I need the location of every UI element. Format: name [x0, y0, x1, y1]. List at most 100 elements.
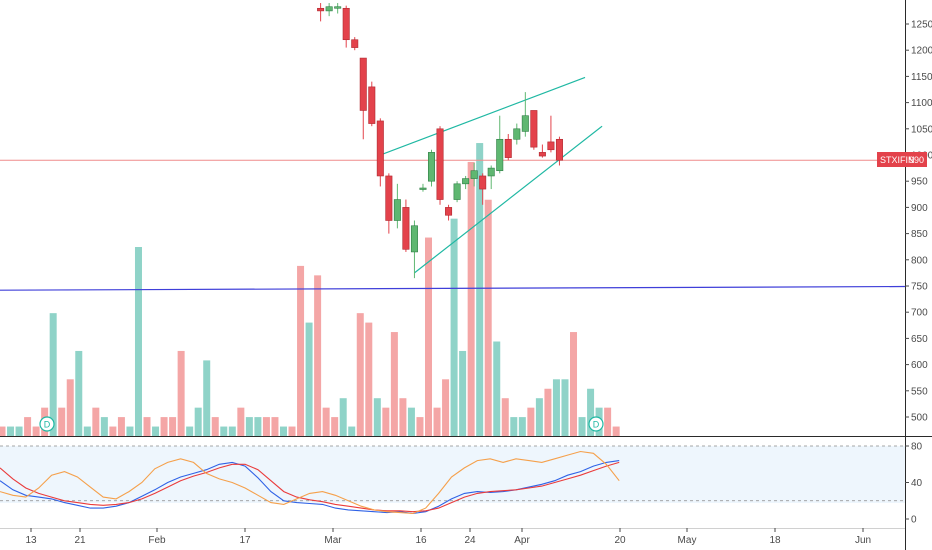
oscillator-lines	[0, 450, 620, 515]
volume-bar	[305, 322, 313, 436]
trendline[interactable]	[380, 76, 586, 156]
volume-bar	[83, 426, 91, 436]
volume-bar	[331, 417, 339, 436]
price-tick-label: 750	[911, 282, 928, 293]
dividend-marker[interactable]: D	[588, 416, 604, 432]
volume-bar	[604, 407, 612, 436]
volume-bar	[570, 332, 578, 436]
dividend-marker-label: D	[44, 420, 51, 430]
time-tick-label: 13	[25, 535, 37, 546]
candle-body	[325, 6, 333, 12]
volume-bar	[356, 313, 364, 436]
drawings[interactable]	[0, 76, 906, 291]
volume-bar	[75, 350, 83, 436]
volume-bar	[297, 265, 305, 436]
candle	[436, 126, 444, 205]
time-tick-label: Jun	[855, 535, 871, 546]
candle-body	[410, 225, 418, 253]
price-tick-label: 500	[911, 413, 928, 424]
volume-bar	[544, 388, 552, 436]
volume-bar	[399, 398, 407, 436]
candle	[427, 149, 435, 187]
candle-body	[334, 6, 342, 9]
candle	[385, 173, 393, 234]
time-tick-label: 16	[415, 535, 427, 546]
price-tick-label: 950	[911, 177, 928, 188]
oscillator-band-fill	[0, 446, 905, 503]
volume-bar	[535, 398, 543, 436]
volume-bar	[527, 407, 535, 436]
volume-bar	[339, 398, 347, 436]
candle-body	[453, 183, 461, 200]
volume-bar	[484, 199, 492, 436]
oscillator-axis[interactable]: 80 40 0	[905, 442, 923, 526]
candle-body	[513, 128, 521, 140]
volume-bar	[373, 398, 381, 436]
volume-bar	[7, 426, 15, 436]
volume-bar	[160, 417, 168, 436]
candle-body	[393, 199, 401, 221]
price-tick-label: 1100	[911, 98, 932, 109]
time-tick-label: 17	[239, 535, 251, 546]
volume-bar	[109, 426, 117, 436]
volume-bar	[322, 407, 330, 436]
volume-bar	[0, 426, 6, 436]
volume-bar	[152, 426, 160, 436]
volume-bar	[220, 426, 228, 436]
volume-bar	[552, 379, 560, 436]
price-tick-label: 800	[911, 255, 928, 266]
time-axis[interactable]: 13 21 Feb 17 Mar 16 24 Apr 20 May 18 Jun	[25, 528, 871, 546]
candle	[351, 37, 359, 51]
candle	[530, 110, 538, 150]
volume-bar	[271, 417, 279, 436]
price-axis[interactable]: 1250120011501100105010009509008508007507…	[905, 20, 932, 424]
candle-body	[479, 175, 487, 190]
volume-bar	[442, 379, 450, 436]
volume-bar	[203, 360, 211, 436]
horizontal-line[interactable]	[0, 285, 906, 291]
candle	[479, 173, 487, 205]
volume-bar	[58, 407, 66, 436]
candle-body	[317, 7, 325, 12]
price-tick-label: 700	[911, 308, 928, 319]
price-tick-label: 1050	[911, 124, 932, 135]
candle	[470, 162, 478, 187]
candle	[521, 92, 529, 137]
candle	[453, 181, 461, 203]
last-price-tag-value: 990	[909, 155, 924, 165]
price-tick-label: 850	[911, 229, 928, 240]
candle-body	[368, 86, 376, 124]
last-price-tag-symbol: STXIFIN	[880, 155, 915, 165]
price-tick-label: 650	[911, 334, 928, 345]
volume-bar	[169, 417, 177, 436]
candle	[325, 3, 333, 17]
volume-bar	[92, 407, 100, 436]
volume-bar	[501, 398, 509, 436]
dividend-marker[interactable]: D	[39, 416, 55, 432]
dividend-marker-label: D	[593, 420, 600, 430]
volume-bar	[245, 417, 253, 436]
volume-bar	[237, 407, 245, 436]
candle-body	[436, 128, 444, 200]
time-tick-label: Apr	[514, 535, 530, 546]
volume-bar	[314, 275, 322, 436]
candle-body	[376, 120, 384, 177]
oscillator-levels	[0, 445, 905, 502]
candle-body	[538, 152, 546, 157]
candle	[487, 165, 495, 190]
volume-bars	[0, 143, 620, 437]
oscillator-tick-label: 80	[911, 442, 923, 453]
volume-bar	[348, 426, 356, 436]
trendline[interactable]	[414, 125, 603, 274]
volume-bar	[177, 350, 185, 436]
candle-body	[487, 167, 495, 177]
candle-body	[530, 110, 538, 148]
volume-bar	[262, 417, 270, 436]
time-tick-label: 24	[464, 535, 476, 546]
volume-bar	[288, 426, 296, 436]
volume-bar	[561, 379, 569, 436]
last-price-tag-box	[877, 152, 927, 167]
candle-body	[359, 57, 367, 111]
